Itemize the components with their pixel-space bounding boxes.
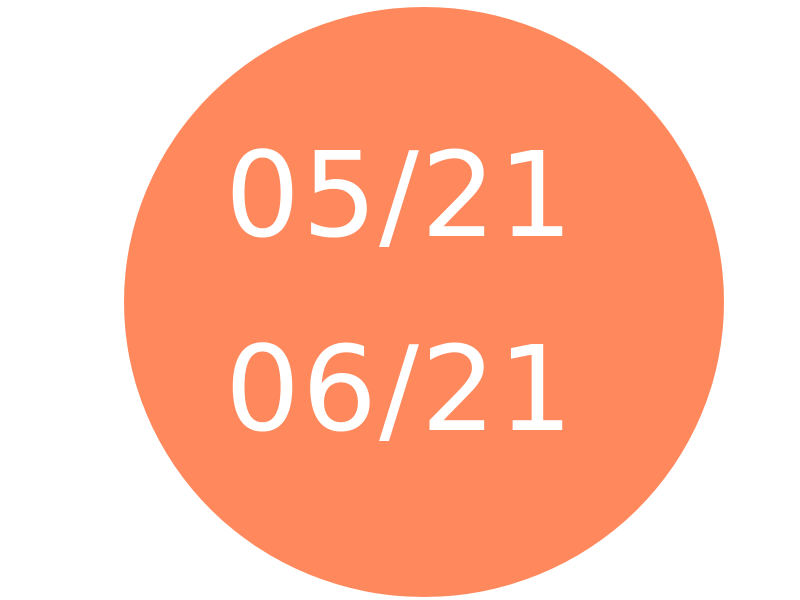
- date-circle: [124, 7, 724, 597]
- date-label-2: 06/21: [224, 320, 576, 458]
- date-label-1: 05/21: [224, 126, 576, 264]
